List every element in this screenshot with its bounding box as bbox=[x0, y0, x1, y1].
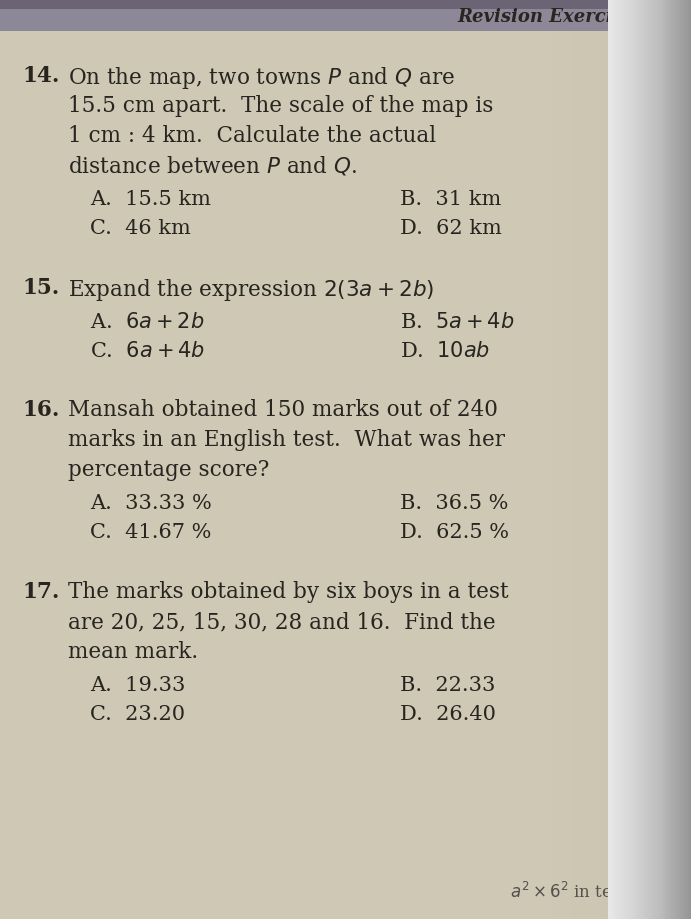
Text: A.  $6a + 2b$: A. $6a + 2b$ bbox=[90, 312, 205, 332]
Bar bbox=[607, 0, 611, 919]
Bar bbox=[539, 0, 543, 919]
Text: B.  $5a + 4b$: B. $5a + 4b$ bbox=[400, 312, 515, 332]
Bar bbox=[551, 0, 555, 919]
Bar bbox=[623, 0, 627, 919]
Bar bbox=[0, 0, 691, 32]
Bar bbox=[555, 0, 559, 919]
Bar bbox=[671, 0, 675, 919]
Bar bbox=[591, 0, 595, 919]
Bar bbox=[655, 0, 659, 919]
Bar bbox=[0, 0, 691, 10]
Bar bbox=[615, 0, 619, 919]
Text: mean mark.: mean mark. bbox=[68, 641, 198, 663]
Bar bbox=[575, 0, 579, 919]
Bar bbox=[639, 0, 643, 919]
Bar bbox=[583, 0, 587, 919]
Text: A.  33.33 %: A. 33.33 % bbox=[90, 494, 211, 513]
Text: marks in an English test.  What was her: marks in an English test. What was her bbox=[68, 428, 505, 450]
Bar bbox=[547, 0, 551, 919]
Bar bbox=[571, 0, 575, 919]
Text: D.  $10ab$: D. $10ab$ bbox=[400, 341, 490, 361]
Text: Expand the expression $2(3a + 2b)$: Expand the expression $2(3a + 2b)$ bbox=[68, 277, 434, 302]
Bar bbox=[595, 0, 599, 919]
Bar bbox=[603, 0, 607, 919]
Bar bbox=[611, 0, 615, 919]
Text: The marks obtained by six boys in a test: The marks obtained by six boys in a test bbox=[68, 581, 509, 602]
Text: B.  22.33: B. 22.33 bbox=[400, 675, 495, 694]
Text: On the map, two towns $P$ and $Q$ are: On the map, two towns $P$ and $Q$ are bbox=[68, 65, 455, 91]
Text: D.  62.5 %: D. 62.5 % bbox=[400, 523, 509, 542]
Bar bbox=[559, 0, 563, 919]
Bar bbox=[631, 0, 635, 919]
Text: 16.: 16. bbox=[22, 399, 59, 421]
Bar bbox=[643, 0, 647, 919]
Bar bbox=[599, 0, 603, 919]
Bar bbox=[651, 0, 655, 919]
Bar bbox=[667, 0, 671, 919]
Bar bbox=[619, 0, 623, 919]
Bar bbox=[567, 0, 571, 919]
Text: A.  15.5 km: A. 15.5 km bbox=[90, 190, 211, 209]
Bar bbox=[635, 0, 639, 919]
Text: Mansah obtained 150 marks out of 240: Mansah obtained 150 marks out of 240 bbox=[68, 399, 498, 421]
Text: C.  41.67 %: C. 41.67 % bbox=[90, 523, 211, 542]
Bar bbox=[659, 0, 663, 919]
Text: 15.5 cm apart.  The scale of the map is: 15.5 cm apart. The scale of the map is bbox=[68, 95, 493, 117]
Bar bbox=[687, 0, 691, 919]
Text: B.  36.5 %: B. 36.5 % bbox=[400, 494, 509, 513]
Text: percentage score?: percentage score? bbox=[68, 459, 269, 481]
Bar bbox=[647, 0, 651, 919]
Text: C.  46 km: C. 46 km bbox=[90, 220, 191, 238]
Bar bbox=[535, 0, 539, 919]
Text: D.  62 km: D. 62 km bbox=[400, 220, 502, 238]
Text: are 20, 25, 15, 30, 28 and 16.  Find the: are 20, 25, 15, 30, 28 and 16. Find the bbox=[68, 610, 495, 632]
Bar bbox=[675, 0, 679, 919]
Bar bbox=[563, 0, 567, 919]
Text: C.  $6a + 4b$: C. $6a + 4b$ bbox=[90, 341, 205, 361]
Bar bbox=[679, 0, 683, 919]
Text: Revision Exercises: Revision Exercises bbox=[457, 8, 645, 26]
Bar bbox=[663, 0, 667, 919]
Text: A.  19.33: A. 19.33 bbox=[90, 675, 185, 694]
Text: 14.: 14. bbox=[22, 65, 59, 87]
Text: B.  31 km: B. 31 km bbox=[400, 190, 502, 209]
Bar bbox=[531, 0, 535, 919]
Text: distance between $P$ and $Q$.: distance between $P$ and $Q$. bbox=[68, 154, 357, 177]
Text: 1 cm : 4 km.  Calculate the actual: 1 cm : 4 km. Calculate the actual bbox=[68, 125, 436, 147]
Bar bbox=[579, 0, 583, 919]
Text: C.  23.20: C. 23.20 bbox=[90, 705, 185, 723]
Text: 15.: 15. bbox=[22, 277, 59, 299]
Text: D.  26.40: D. 26.40 bbox=[400, 705, 496, 723]
Bar bbox=[683, 0, 687, 919]
Bar bbox=[627, 0, 631, 919]
Text: 17.: 17. bbox=[22, 581, 59, 602]
Bar bbox=[543, 0, 547, 919]
Text: $a^2 \times 6^2$ in terms: $a^2 \times 6^2$ in terms bbox=[510, 881, 645, 901]
Bar bbox=[587, 0, 591, 919]
